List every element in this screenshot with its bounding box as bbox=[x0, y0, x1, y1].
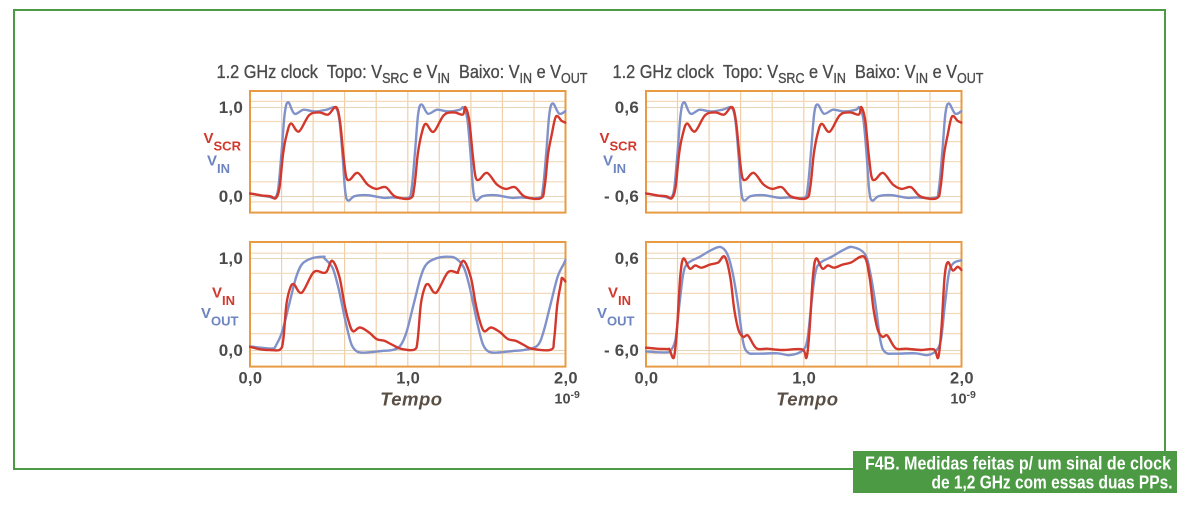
svg-text:1,0: 1,0 bbox=[219, 98, 243, 117]
svg-text:1,0: 1,0 bbox=[396, 370, 420, 388]
svg-text:de 1,2 GHz com essas duas PPs.: de 1,2 GHz com essas duas PPs. bbox=[932, 472, 1173, 493]
svg-text:0,0: 0,0 bbox=[219, 341, 243, 360]
svg-text:VSCR: VSCR bbox=[600, 130, 638, 154]
svg-text:1,0: 1,0 bbox=[219, 249, 243, 268]
svg-text:2,0: 2,0 bbox=[950, 370, 974, 388]
svg-text:- 0,6: - 0,6 bbox=[604, 187, 639, 206]
svg-text:0,6: 0,6 bbox=[615, 98, 639, 117]
svg-text:0,0: 0,0 bbox=[219, 187, 243, 206]
svg-text:F4B. Medidas feitas p/ um sina: F4B. Medidas feitas p/ um sinal de clock bbox=[865, 453, 1172, 474]
svg-text:Tempo: Tempo bbox=[380, 389, 442, 410]
svg-text:2,0: 2,0 bbox=[554, 370, 578, 388]
svg-text:0,6: 0,6 bbox=[615, 249, 639, 268]
svg-text:0,0: 0,0 bbox=[238, 370, 262, 388]
svg-text:- 6,0: - 6,0 bbox=[604, 341, 639, 360]
svg-text:1,0: 1,0 bbox=[792, 370, 816, 388]
svg-text:Tempo: Tempo bbox=[776, 389, 838, 410]
svg-text:0,0: 0,0 bbox=[634, 370, 658, 388]
